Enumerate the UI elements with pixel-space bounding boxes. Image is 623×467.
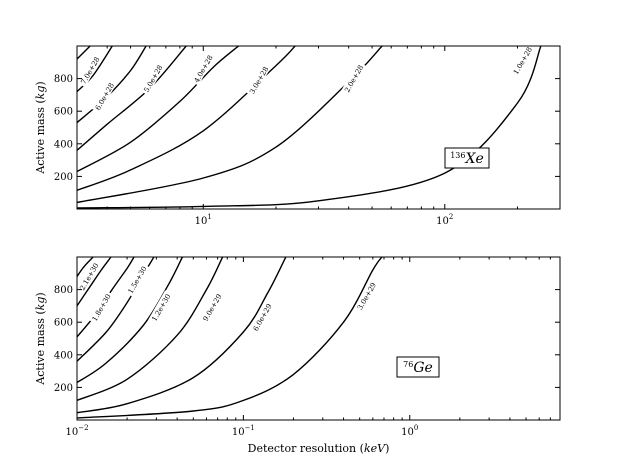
- y-axis-label-paren: ): [34, 292, 47, 296]
- isotope-box: [444, 147, 490, 169]
- x-axis-label-text: Detector resolution: [248, 442, 357, 455]
- contour-lines: [77, 257, 383, 419]
- y-axis-label: Active mass (kg): [34, 81, 47, 174]
- y-tick-label: 800: [54, 74, 73, 85]
- x-tick-label-exp: −2: [78, 424, 88, 432]
- y-axis-label-paren: ): [34, 81, 47, 85]
- x-tick-label-base: 10: [195, 216, 208, 227]
- x-tick-label-exp: 2: [449, 213, 453, 221]
- y-axis-label: Active mass (kg): [34, 292, 47, 385]
- contour-line-1-8e-30: [77, 257, 135, 338]
- x-tick-label: 101: [195, 213, 212, 227]
- x-tick-label-base: 10: [65, 427, 78, 438]
- contour-lines: [77, 46, 542, 209]
- y-tick-label: 600: [54, 107, 73, 118]
- isotope-label: 136Xe: [450, 151, 484, 167]
- isotope-symbol: Ge: [413, 360, 432, 376]
- x-tick-label-base: 10: [436, 216, 449, 227]
- y-tick-label: 800: [54, 285, 73, 296]
- contour-line-6-0e-29: [77, 257, 287, 414]
- x-axis-label-unit: keV: [364, 442, 386, 455]
- contour-label: 3.0e+28: [246, 62, 271, 97]
- x-tick-label: 102: [436, 213, 453, 227]
- x-axis-label-paren: (: [356, 442, 364, 455]
- contour-line-4-0e-28: [77, 46, 240, 173]
- contour-line-2-1e-30: [77, 257, 112, 307]
- contour-label: 2.0e+28: [340, 61, 366, 96]
- contour-label: 1.8e+30: [88, 290, 114, 325]
- x-axis-label: Detector resolution (keV): [248, 442, 390, 455]
- contour-line-3-0e-28: [77, 46, 296, 191]
- isotope-symbol: Xe: [465, 151, 484, 167]
- contour-line-7-0e-28: [77, 46, 113, 93]
- x-tick-label: 10−1: [232, 424, 255, 438]
- y-tick-label: 600: [54, 318, 73, 329]
- y-tick-label: 200: [54, 383, 73, 394]
- isotope-box: [396, 356, 440, 378]
- y-axis-label-unit: kg: [34, 86, 47, 100]
- contour-label: 6.0e+29: [249, 300, 275, 335]
- x-tick-label-exp: −1: [245, 424, 255, 432]
- contour-line-2-0e-28: [77, 46, 383, 204]
- isotope-mass-number: 76: [403, 360, 413, 369]
- y-tick-label: 400: [54, 139, 73, 150]
- x-tick-label-base: 10: [401, 427, 414, 438]
- x-tick-label-base: 10: [232, 427, 245, 438]
- contour-line-1-0e-28: [77, 46, 542, 209]
- y-axis-label-unit: kg: [34, 297, 47, 311]
- x-tick-label-exp: 0: [414, 424, 418, 432]
- contour-line-6-0e-28: [77, 46, 147, 124]
- contour-line-1-2e-30: [77, 257, 184, 384]
- ge76-panel: 3.0e+296.0e+299.0e+291.2e+301.5e+301.8e+…: [34, 256, 561, 455]
- plot-frame: [76, 256, 561, 421]
- isotope-mass-number: 136: [450, 151, 465, 160]
- contour-label: 7.0e+28: [77, 53, 103, 88]
- y-axis-label-text: Active mass: [34, 318, 47, 386]
- y-axis-label-text: Active mass: [34, 107, 47, 175]
- y-tick-label: 400: [54, 350, 73, 361]
- contour-label: 5.0e+28: [140, 61, 166, 96]
- y-axis-label-paren: (: [34, 99, 47, 107]
- x-axis-label-paren: ): [385, 442, 389, 455]
- contour-label: 1.2e+30: [148, 290, 173, 325]
- contour-label: 6.0e+28: [91, 79, 117, 114]
- y-axis-label-paren: (: [34, 310, 47, 318]
- contour-line-5-0e-28: [77, 46, 187, 151]
- contour-label: 1.0e+28: [509, 43, 535, 78]
- x-tick-label: 100: [401, 424, 418, 438]
- contour-line-2-4e-30: [77, 257, 94, 277]
- y-tick-label: 200: [54, 172, 73, 183]
- contour-line-8-0e-28: [77, 46, 91, 60]
- x-tick-label-exp: 1: [207, 213, 211, 221]
- contour-line-3-0e-29: [77, 257, 383, 419]
- x-tick-label: 10−2: [65, 424, 88, 438]
- isotope-label: 76Ge: [403, 360, 433, 376]
- xe136-panel: 1.0e+282.0e+283.0e+284.0e+285.0e+286.0e+…: [34, 43, 561, 227]
- contour-line-9-0e-29: [77, 257, 224, 402]
- contour-label: 3.0e+29: [353, 278, 379, 313]
